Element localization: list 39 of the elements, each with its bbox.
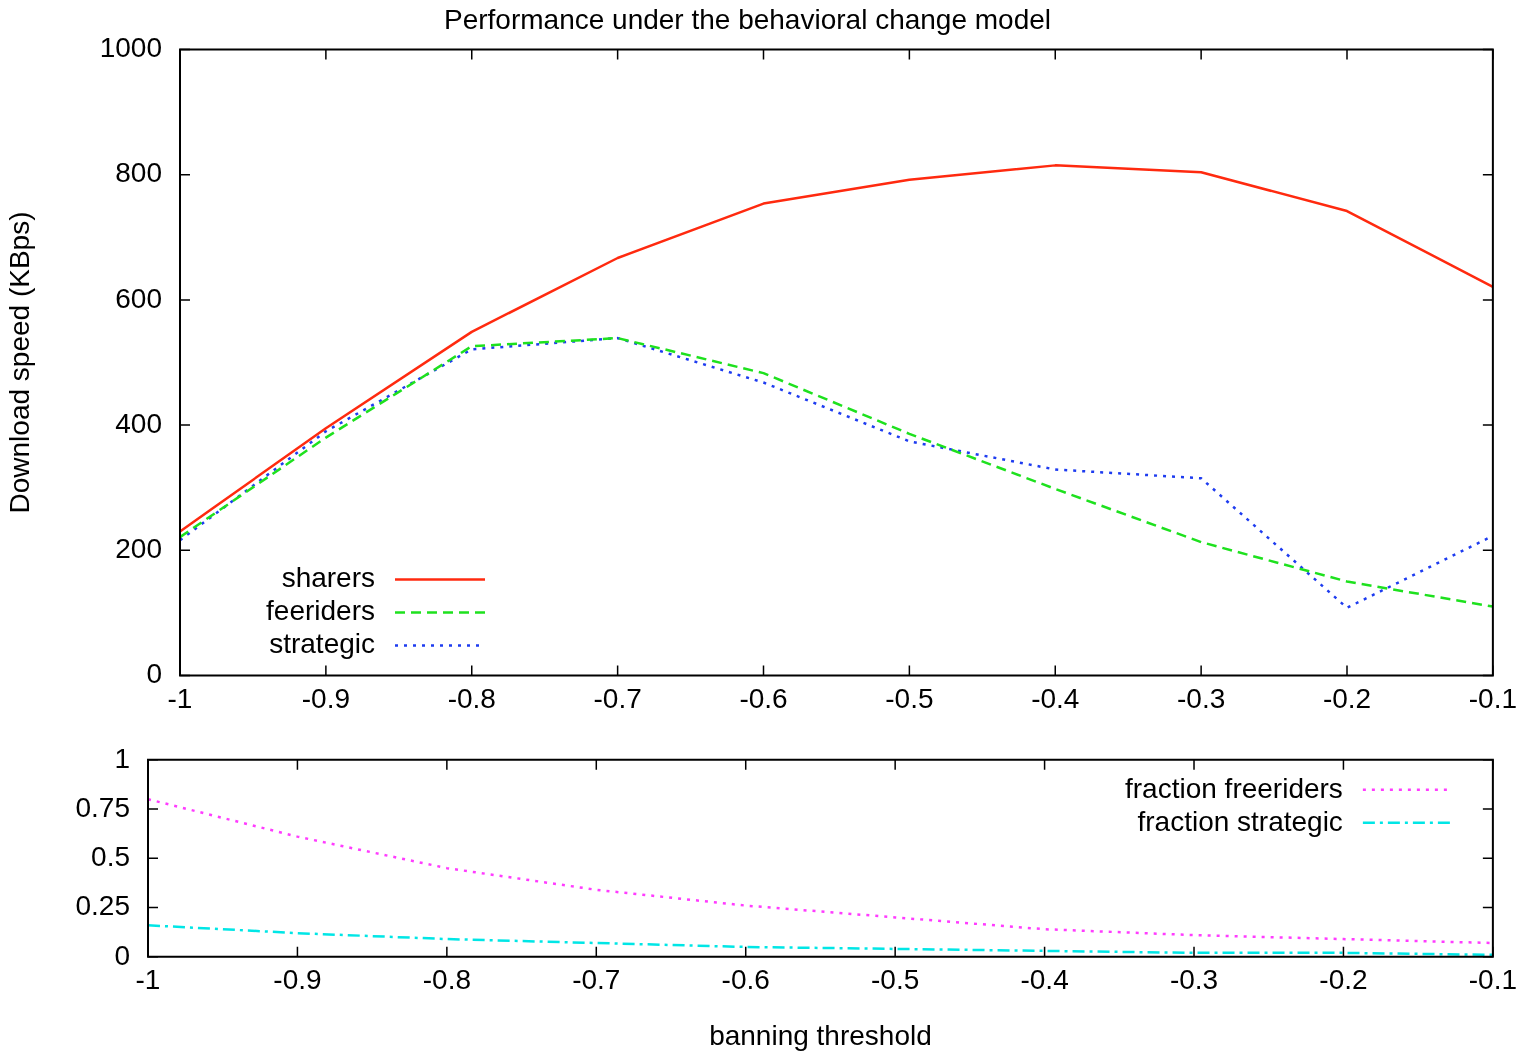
y-tick-label: 1 — [114, 742, 130, 774]
x-tick-label: -0.2 — [1322, 682, 1372, 714]
x-tick-label: -0.6 — [739, 682, 788, 714]
legend-label: fraction freeriders — [1125, 772, 1343, 804]
y-tick-label: 0.75 — [75, 791, 130, 823]
x-tick-label: -0.1 — [1468, 682, 1517, 714]
x-tick-label: -0.4 — [1031, 682, 1080, 714]
y-tick-label: 600 — [115, 282, 162, 314]
legend-label: strategic — [269, 628, 375, 660]
x-tick-label: -0.3 — [1177, 682, 1226, 714]
x-tick-label: -0.7 — [572, 964, 621, 996]
x-axis-title: banning threshold — [709, 1019, 932, 1051]
chart-title: Performance under the behavioral change model — [443, 3, 1052, 35]
x-tick-label: -0.8 — [447, 682, 496, 714]
x-tick-label: -1 — [167, 682, 193, 714]
y-tick-label: 0 — [114, 939, 130, 971]
x-tick-label: -0.8 — [422, 964, 471, 996]
x-tick-label: -1 — [135, 964, 161, 996]
y-axis-title: Download speed (KBps) — [3, 211, 35, 514]
x-tick-label: -0.2 — [1319, 964, 1368, 996]
legend-label: feeriders — [266, 595, 375, 627]
x-tick-label: -0.7 — [593, 682, 642, 714]
x-tick-label: -0.4 — [1020, 964, 1069, 996]
x-tick-label: -0.9 — [301, 682, 350, 714]
x-tick-label: -0.5 — [885, 682, 934, 714]
y-tick-label: 1000 — [99, 32, 162, 64]
x-tick-label: -0.3 — [1169, 964, 1219, 996]
x-tick-label: -0.1 — [1468, 964, 1517, 996]
y-tick-label: 800 — [115, 157, 162, 189]
y-tick-label: 400 — [115, 407, 162, 439]
x-tick-label: -0.9 — [273, 964, 322, 996]
y-tick-label: 0.25 — [75, 890, 130, 922]
legend-label: fraction strategic — [1137, 805, 1343, 837]
x-tick-label: -0.5 — [871, 964, 920, 996]
y-tick-label: 200 — [115, 532, 162, 564]
y-tick-label: 0 — [146, 658, 162, 690]
legend-label: sharers — [281, 562, 375, 594]
x-tick-label: -0.6 — [721, 964, 770, 996]
y-tick-label: 0.5 — [91, 841, 130, 873]
